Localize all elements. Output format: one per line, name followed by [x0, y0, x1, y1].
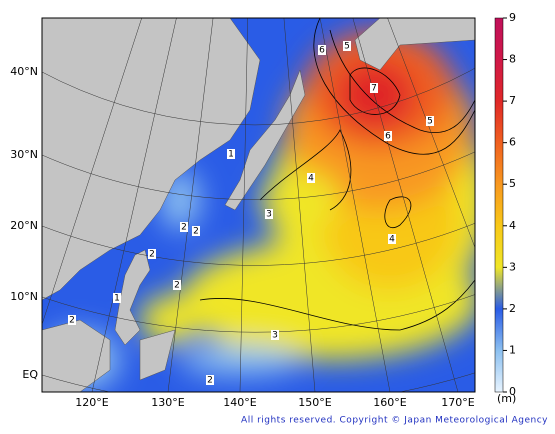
contour-label-box — [192, 226, 200, 236]
contour-label: 5 — [344, 42, 350, 52]
lon-label: 130°E — [151, 396, 184, 409]
parallel — [42, 151, 475, 200]
contour-label-box — [426, 116, 434, 126]
contour-label: 2 — [69, 316, 75, 326]
contour-label-box — [173, 280, 181, 290]
map-area — [42, 18, 475, 392]
colorbar — [494, 17, 504, 393]
lat-label: EQ — [22, 368, 38, 381]
contour-label-box — [343, 41, 351, 51]
contour-label: 2 — [207, 376, 213, 386]
contour-label: 4 — [308, 174, 314, 184]
colorbar-tick-label: 4 — [509, 219, 516, 232]
contour-label-box — [318, 45, 326, 55]
lat-label: 10°N — [10, 290, 38, 303]
contour-label: 1 — [228, 150, 234, 160]
colorbar-tick-label: 7 — [509, 94, 516, 107]
contour-label-box — [307, 173, 315, 183]
contour-label-box — [206, 375, 214, 385]
meridian — [387, 18, 475, 249]
colorbar-tick-label: 3 — [509, 260, 516, 273]
colorbar-unit: (m) — [497, 392, 516, 405]
contour-label-box — [388, 234, 396, 244]
lon-label: 170°E — [441, 396, 474, 409]
contour-label: 2 — [193, 227, 199, 237]
colorbar-tick-label: 1 — [509, 343, 516, 356]
contour-label: 5 — [427, 117, 433, 127]
contour-label: 3 — [272, 331, 278, 341]
colorbar-tick-label: 0 — [509, 385, 516, 398]
colorbar-tick-label: 2 — [509, 302, 516, 315]
lat-label: 20°N — [10, 219, 38, 232]
contour-label-box — [227, 149, 235, 159]
contour-label: 1 — [114, 294, 120, 304]
colorbar-tick-label: 8 — [509, 53, 516, 66]
lon-label: 120°E — [75, 396, 108, 409]
contour-label-box — [68, 315, 76, 325]
contour-label: 2 — [174, 281, 180, 291]
lon-label: 150°E — [298, 396, 331, 409]
contour-label: 4 — [389, 235, 395, 245]
contour-label-box — [265, 209, 273, 219]
meridian — [239, 18, 249, 392]
meridian — [42, 18, 142, 326]
meridian — [283, 18, 316, 392]
contour-label: 2 — [149, 250, 155, 260]
lat-label: 40°N — [10, 65, 38, 78]
map-frame — [41, 17, 476, 393]
contour-label-box — [384, 131, 392, 141]
contour-label-box — [148, 249, 156, 259]
lat-label: 30°N — [10, 148, 38, 161]
lon-label: 140°E — [223, 396, 256, 409]
meridian — [91, 18, 177, 392]
parallel — [42, 294, 475, 333]
meridian — [167, 18, 214, 392]
contour-label: 7 — [371, 84, 377, 94]
contour-label-box — [271, 330, 279, 340]
contour-label: 6 — [385, 132, 391, 142]
contour-label-box — [113, 293, 121, 303]
lon-label: 160°E — [373, 396, 406, 409]
parallel — [42, 67, 475, 126]
colorbar-tick-label: 6 — [509, 136, 516, 149]
meridian — [319, 18, 391, 392]
copyright: All rights reserved. Copyright © Japan M… — [241, 416, 548, 426]
contour-label: 3 — [266, 210, 272, 220]
colorbar-tick-label: 5 — [509, 177, 516, 190]
contour-label-box — [370, 83, 378, 93]
contour-label-box — [180, 222, 188, 232]
colorbar-tick-label: 9 — [509, 11, 516, 24]
contour-label: 2 — [181, 223, 187, 233]
contour-label: 6 — [319, 46, 325, 56]
parallel — [42, 222, 475, 266]
